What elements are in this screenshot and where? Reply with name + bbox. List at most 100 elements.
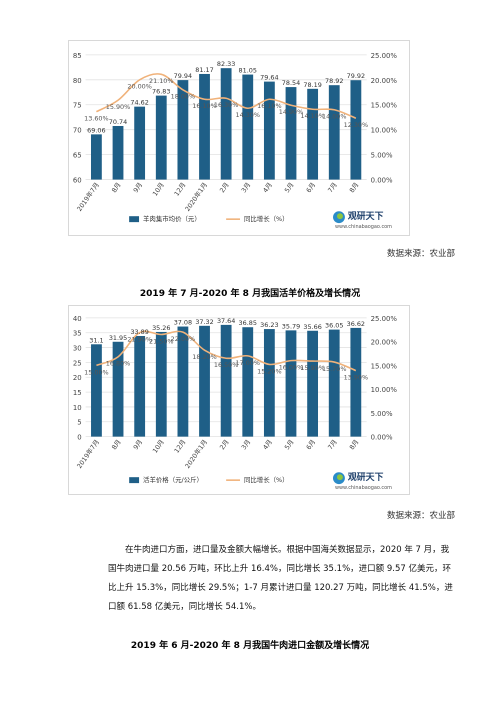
- bar: [220, 324, 232, 437]
- y-right-tick-label: 10.00%: [371, 386, 398, 394]
- y-right-tick-label: 15.00%: [371, 362, 398, 370]
- bar: [112, 341, 124, 437]
- growth-value-label: 18.00%: [171, 93, 196, 101]
- y-left-tick-label: 5: [77, 419, 81, 427]
- bar-value-label: 35.79: [282, 322, 300, 330]
- x-tick-label: 3月: [240, 438, 253, 451]
- bar: [285, 87, 297, 180]
- y-left-tick-label: 70: [73, 127, 82, 135]
- bar: [199, 325, 210, 437]
- y-left-tick-label: 30: [73, 345, 82, 353]
- bar: [91, 344, 102, 437]
- bar-value-label: 36.85: [239, 319, 257, 327]
- y-left-tick-label: 25: [73, 359, 82, 367]
- y-right-tick-label: 20.00%: [371, 339, 398, 347]
- x-tick-label: 9月: [132, 181, 145, 194]
- y-left-tick-label: 10: [73, 404, 82, 412]
- y-right-tick-label: 10.00%: [371, 127, 398, 135]
- bar-value-label: 78.19: [303, 81, 321, 89]
- legend-bar-swatch: [129, 216, 140, 223]
- x-tick-label: 4月: [261, 181, 274, 194]
- bar-value-label: 31.1: [89, 336, 103, 344]
- growth-value-label: 18.20%: [192, 353, 217, 361]
- chart1-caption: 2019 年 7 月-2020 年 8 月我国活羊价格及增长情况: [139, 289, 361, 299]
- growth-value-label: 22.00%: [171, 335, 196, 343]
- bar-value-label: 81.17: [195, 66, 213, 74]
- growth-value-label: 15.00%: [84, 368, 109, 376]
- x-tick-label: 7月: [326, 438, 339, 451]
- logo-leaf-icon: [336, 474, 343, 481]
- y-right-tick-label: 20.00%: [371, 77, 398, 85]
- bar-value-label: 79.64: [260, 74, 278, 82]
- y-right-tick-label: 25.00%: [371, 315, 398, 323]
- y-left-tick-label: 40: [73, 315, 82, 323]
- x-tick-label: 7月: [326, 181, 339, 194]
- bar: [155, 331, 167, 437]
- x-tick-label: 12月: [173, 438, 188, 455]
- legend-bar-swatch: [129, 477, 140, 484]
- bar-value-label: 79.94: [174, 72, 192, 80]
- bar-value-label: 37.64: [217, 317, 235, 325]
- y-left-tick-label: 20: [73, 374, 82, 382]
- x-tick-label: 6月: [305, 181, 318, 194]
- y-right-tick-label: 5.00%: [371, 152, 393, 160]
- bar-value-label: 74.62: [130, 99, 148, 107]
- y-left-tick-label: 80: [73, 77, 82, 85]
- growth-value-label: 20.00%: [127, 83, 151, 91]
- x-tick-label: 8月: [348, 181, 361, 194]
- logo-url: www.chinabaogao.com: [335, 224, 392, 230]
- x-tick-label: 2月: [218, 181, 231, 194]
- growth-value-label: 16.50%: [214, 361, 238, 369]
- bar-value-label: 37.32: [195, 318, 213, 326]
- bar: [177, 326, 189, 437]
- y-left-tick-label: 60: [73, 177, 82, 185]
- bar-value-label: 33.89: [130, 328, 148, 336]
- bar-value-label: 35.26: [152, 324, 170, 332]
- beef-import-caption: 2019 年 6 月-2020 年 8 月我国牛肉进口金额及增长情况: [130, 641, 370, 651]
- x-tick-label: 4月: [261, 438, 274, 451]
- growth-value-label: 17.00%: [236, 359, 261, 367]
- x-tick-label: 10月: [151, 181, 166, 198]
- bar-value-label: 37.08: [174, 319, 192, 327]
- bar-value-label: 76.83: [152, 88, 170, 96]
- growth-value-label: 14.30%: [236, 111, 261, 119]
- x-tick-label: 8月: [348, 438, 361, 451]
- growth-line: [96, 73, 357, 119]
- y-right-tick-label: 25.00%: [371, 52, 398, 60]
- x-tick-label: 8月: [110, 181, 123, 194]
- y-left-tick-label: 15: [73, 389, 82, 397]
- bar-value-label: 36.05: [325, 322, 343, 330]
- bar-value-label: 70.74: [109, 118, 127, 126]
- growth-value-label: 13.90%: [344, 373, 369, 381]
- x-tick-label: 5月: [283, 438, 296, 451]
- bar-value-label: 36.23: [260, 321, 278, 329]
- growth-value-label: 14.10%: [300, 112, 324, 120]
- growth-value-label: 14.00%: [322, 113, 346, 121]
- bar: [242, 327, 254, 437]
- x-tick-label: 2019年7月: [75, 438, 101, 470]
- bar: [307, 330, 319, 437]
- growth-value-label: 15.90%: [106, 103, 131, 111]
- chart1-source: 数据来源：农业部: [386, 249, 455, 259]
- x-tick-label: 2019年7月: [75, 181, 101, 213]
- bar: [134, 336, 146, 437]
- logo-text: 观研天下: [348, 472, 384, 483]
- bar-value-label: 78.92: [325, 77, 343, 85]
- x-tick-label: 5月: [283, 181, 296, 194]
- y-right-tick-label: 5.00%: [371, 410, 393, 418]
- legend-bar-label: 羊肉集市均价（元）: [143, 214, 201, 223]
- live-sheep-price-chart-svg: 0 5 10 15 20 25 30 35 40 0.00% 5.00% 10.00% 15.00% 20…: [73, 315, 398, 491]
- growth-value-label: 16.30%: [214, 101, 239, 109]
- bar: [112, 125, 124, 180]
- bar: [177, 80, 189, 180]
- legend-bar-label: 活羊价格（元/公斤）: [143, 475, 203, 484]
- growth-value-label: 16.10%: [257, 102, 282, 110]
- mutton-price-chart-svg: 60 65 70 75 80 85 0.00% 5.00% 10.00% 15.00% 20.00%…: [73, 52, 398, 230]
- x-tick-label: 8月: [110, 438, 123, 451]
- growth-value-label: 21.50%: [149, 337, 174, 345]
- y-left-tick-label: 75: [73, 102, 82, 110]
- bar-value-label: 36.62: [347, 320, 365, 328]
- bar-value-label: 31.95: [109, 334, 127, 342]
- bar-value-label: 69.06: [87, 126, 105, 134]
- bar: [199, 73, 210, 180]
